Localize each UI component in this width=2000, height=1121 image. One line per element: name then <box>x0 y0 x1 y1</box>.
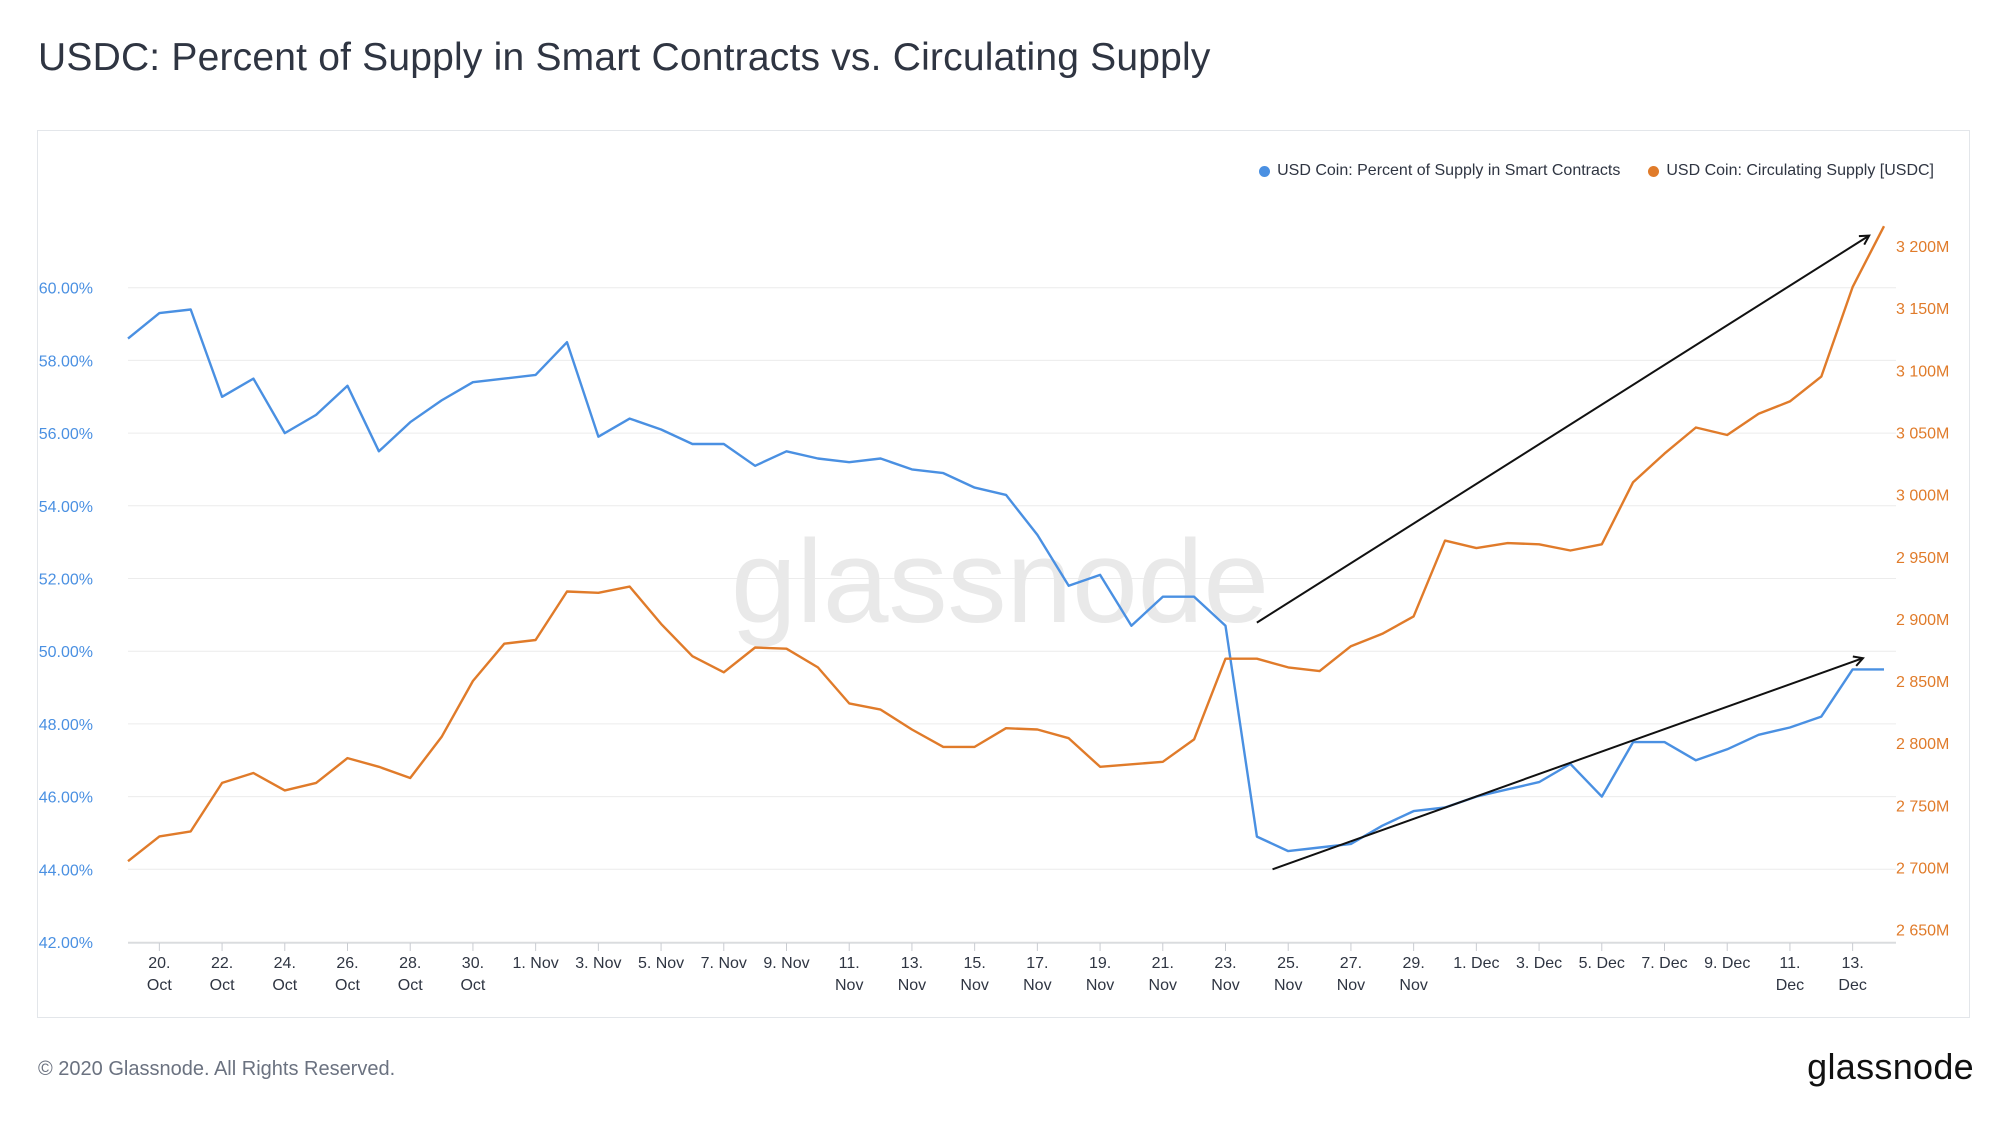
x-tick-label: 11. <box>839 955 860 972</box>
x-tick-label: 20. <box>148 955 170 972</box>
x-tick-label: 21. <box>1152 955 1174 972</box>
grid-lines <box>128 287 1896 943</box>
x-tick-label: 9. Dec <box>1704 955 1750 972</box>
y-right-tick-label: 2 850M <box>1896 674 1949 691</box>
y-left-tick-label: 58.00% <box>39 353 93 370</box>
y-left-tick-label: 60.00% <box>39 281 93 298</box>
brand-logo: glassnode <box>1807 1046 1974 1087</box>
legend-dot-percent <box>1259 165 1271 177</box>
y-right-tick-label: 2 950M <box>1896 550 1949 567</box>
x-tick-label-month: Dec <box>1776 977 1804 994</box>
y-right-tick-label: 3 150M <box>1896 301 1949 318</box>
x-tick-label: 30. <box>462 955 484 972</box>
x-tick-label: 17. <box>1026 955 1048 972</box>
y-left-tick-label: 52.00% <box>39 572 93 589</box>
y-right-tick-label: 2 900M <box>1896 612 1949 629</box>
x-axis: 20. Oct 22. Oct 24. Oct 26. Oct 28. Oct 30. Oct 1. N… <box>128 942 1896 994</box>
x-tick-label-month: Nov <box>1399 977 1427 994</box>
x-tick-label: 27. <box>1340 955 1362 972</box>
x-tick-label: 13. <box>1842 955 1864 972</box>
x-tick-label-month: Dec <box>1838 977 1866 994</box>
x-tick-label-month: Oct <box>460 977 485 994</box>
x-tick-label: 26. <box>336 955 358 972</box>
x-tick-label: 15. <box>964 955 986 972</box>
y-left-tick-label: 46.00% <box>39 790 93 807</box>
y-left-tick-label: 50.00% <box>39 644 93 661</box>
page-title: USDC: Percent of Supply in Smart Contrac… <box>38 36 1211 79</box>
x-tick-label-month: Nov <box>1149 977 1177 994</box>
x-tick-label-month: Nov <box>1274 977 1302 994</box>
legend: USD Coin: Percent of Supply in Smart Con… <box>1259 162 1934 180</box>
legend-item-supply[interactable]: USD Coin: Circulating Supply [USDC] <box>1648 162 1934 180</box>
x-tick-label: 22. <box>211 955 233 972</box>
y-axis-left: 42.00% 44.00% 46.00% 48.00% 50.00% 52.00% 54.0… <box>39 281 93 952</box>
x-tick-label: 5. Dec <box>1579 955 1625 972</box>
x-tick-label: 7. Dec <box>1641 955 1687 972</box>
y-axis-right: 2 650M 2 700M 2 750M 2 800M 2 850M 2 900M 2 95… <box>1896 239 1949 940</box>
x-tick-label-month: Nov <box>960 977 988 994</box>
x-tick-label: 13. <box>901 955 923 972</box>
x-tick-label: 25. <box>1277 955 1299 972</box>
x-tick-label-month: Nov <box>1337 977 1365 994</box>
x-tick-label-month: Oct <box>272 977 297 994</box>
x-tick-label: 1. Dec <box>1453 955 1499 972</box>
series-lines <box>127 225 1886 863</box>
x-tick-label: 23. <box>1214 955 1236 972</box>
y-right-tick-label: 2 750M <box>1896 798 1949 815</box>
x-tick-label: 11. <box>1779 955 1800 972</box>
x-tick-label-month: Oct <box>147 977 172 994</box>
x-tick-label: 24. <box>274 955 296 972</box>
y-right-tick-label: 3 100M <box>1896 363 1949 380</box>
x-tick-label-month: Oct <box>210 977 235 994</box>
y-right-tick-label: 3 050M <box>1896 425 1949 442</box>
x-tick-label-month: Nov <box>1023 977 1051 994</box>
x-tick-label: 29. <box>1403 955 1425 972</box>
y-right-tick-label: 2 700M <box>1896 860 1949 877</box>
legend-item-percent[interactable]: USD Coin: Percent of Supply in Smart Con… <box>1259 162 1620 180</box>
x-tick-label: 28. <box>399 955 421 972</box>
y-left-tick-label: 56.00% <box>39 426 93 443</box>
x-tick-label-month: Nov <box>1211 977 1239 994</box>
trend-arrow-percent <box>1272 658 1863 871</box>
x-tick-label: 9. Nov <box>763 955 809 972</box>
x-tick-label: 5. Nov <box>638 955 684 972</box>
series-line-percent <box>127 308 1884 853</box>
watermark: glassnode <box>731 516 1269 648</box>
legend-label-supply: USD Coin: Circulating Supply [USDC] <box>1666 162 1934 179</box>
y-left-tick-label: 42.00% <box>39 935 93 952</box>
legend-dot-supply <box>1648 165 1660 177</box>
legend-label-percent: USD Coin: Percent of Supply in Smart Con… <box>1277 162 1621 179</box>
y-left-tick-label: 48.00% <box>39 717 93 734</box>
x-tick-label: 19. <box>1089 955 1111 972</box>
x-tick-label-month: Oct <box>398 977 423 994</box>
series-line-supply <box>127 225 1886 863</box>
x-tick-label: 3. Dec <box>1516 955 1562 972</box>
x-tick-label: 3. Nov <box>575 955 621 972</box>
y-right-tick-label: 2 800M <box>1896 736 1949 753</box>
x-tick-label-month: Nov <box>898 977 926 994</box>
x-tick-label: 1. Nov <box>513 955 559 972</box>
y-left-tick-label: 54.00% <box>39 499 93 516</box>
chart-panel <box>37 130 1970 1018</box>
trend-arrow-supply <box>1256 236 1868 624</box>
x-tick-label-month: Nov <box>1086 977 1114 994</box>
y-right-tick-label: 3 200M <box>1896 239 1949 256</box>
annotation-arrows <box>1256 236 1868 871</box>
y-left-tick-label: 44.00% <box>39 862 93 879</box>
y-right-tick-label: 3 000M <box>1896 488 1949 505</box>
x-tick-label-month: Nov <box>835 977 863 994</box>
y-right-tick-label: 2 650M <box>1896 923 1949 940</box>
copyright-text: © 2020 Glassnode. All Rights Reserved. <box>38 1058 396 1080</box>
x-tick-label-month: Oct <box>335 977 360 994</box>
x-tick-label: 7. Nov <box>701 955 747 972</box>
